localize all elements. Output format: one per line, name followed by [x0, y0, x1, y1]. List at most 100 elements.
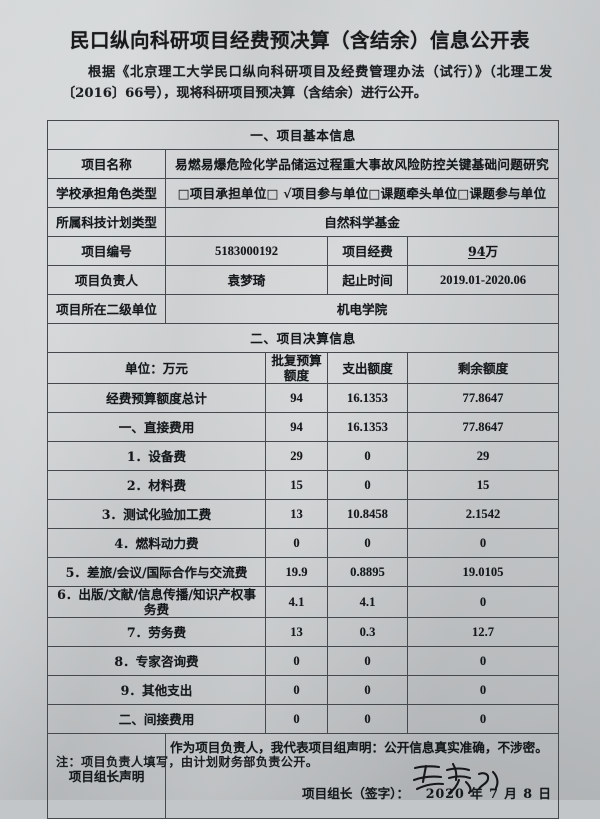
column-header-spent: 支出额度	[327, 352, 408, 384]
budget-spent: 0.8895	[327, 557, 408, 587]
budget-row: 二、间接费用 0 0 0	[47, 704, 560, 734]
budget-row-label: 8．专家咨询费	[47, 646, 266, 676]
column-header-remaining: 剩余额度	[406, 352, 560, 384]
budget-row-label: 9．其他支出	[47, 675, 266, 705]
budget-spent: 0	[327, 441, 408, 471]
budget-row-label: 经费预算额度总计	[47, 383, 266, 413]
budget-row: 7．劳务费 13 0.3 12.7	[47, 617, 560, 647]
dept-label: 项目所在二级单位	[47, 294, 166, 324]
budget-row: 经费预算额度总计 94 16.1353 77.8647	[47, 383, 560, 413]
budget-row: 6．出版/文献/信息传播/知识产权事务费 4.1 4.1 0	[47, 586, 560, 618]
budget-row: 1．设备费 29 0 29	[47, 441, 560, 471]
budget-spent: 0	[327, 470, 408, 500]
budget-remaining: 77.8647	[406, 383, 560, 413]
budget-row: 9．其他支出 0 0 0	[47, 675, 560, 705]
budget-row: 8．专家咨询费 0 0 0	[47, 646, 560, 676]
budget-row-label: 3．测试化验加工费	[47, 499, 266, 529]
project-no-label: 项目编号	[47, 236, 166, 266]
budget-spent: 10.8458	[327, 499, 408, 529]
budget-row-label: 5．差旅/会议/国际合作与交流费	[47, 557, 266, 587]
period-value: 2019.01-2020.06	[406, 265, 560, 295]
page-title: 民口纵向科研项目经费预决算（含结余）信息公开表	[69, 29, 530, 52]
table-header-row: 单位：万元 批复预算额度 支出额度 剩余额度	[47, 352, 560, 384]
budget-row-label: 1．设备费	[47, 441, 266, 471]
project-no-value: 5183000192	[165, 236, 328, 266]
section-header-row: 一、项目基本信息	[46, 120, 560, 150]
budget-remaining: 0	[406, 646, 560, 676]
budget-spent: 16.1353	[327, 412, 408, 442]
budget-approved: 13	[265, 617, 328, 647]
budget-approved: 0	[265, 675, 328, 705]
budget-approved: 0	[265, 646, 328, 676]
budget-approved: 94	[265, 412, 328, 442]
budget-remaining: 0	[406, 675, 560, 705]
budget-approved: 19.9	[265, 557, 328, 587]
role-label: 学校承担角色类型	[47, 178, 166, 208]
disclosure-table: 一、项目基本信息 项目名称 易燃易爆危险化学品储运过程重大事故风险防控关键基础问…	[46, 120, 560, 819]
budget-remaining: 29	[406, 441, 560, 471]
budget-remaining: 0	[406, 586, 560, 618]
role-checkbox-group[interactable]: □项目承担单位□ √项目参与单位□课题牵头单位□课题参与单位	[164, 178, 560, 208]
budget-row-label: 7．劳务费	[47, 617, 266, 647]
budget-remaining: 12.7	[406, 617, 560, 647]
funding-amount: 94	[467, 243, 486, 259]
section2-heading: 二、项目决算信息	[46, 323, 560, 353]
table-row: 学校承担角色类型 □项目承担单位□ √项目参与单位□课题牵头单位□课题参与单位	[47, 178, 560, 208]
leader-value: 袁梦琦	[165, 265, 328, 295]
budget-row-label: 一、直接费用	[47, 412, 266, 442]
budget-approved: 94	[265, 383, 328, 413]
plan-type-value: 自然科学基金	[164, 207, 560, 237]
document-sheet: 民口纵向科研项目经费预决算（含结余）信息公开表 根据《北京理工大学民口纵向科研项…	[46, 29, 560, 819]
intro-paragraph: 根据《北京理工大学民口纵向科研项目及经费管理办法（试行）》（北理工发〔2016〕…	[62, 65, 552, 101]
dept-value: 机电学院	[164, 294, 560, 324]
declaration-row: 项目组长声明 作为项目负责人，我代表项目组声明：公开信息真实准确，不涉密。 项目…	[47, 733, 560, 819]
section1-heading: 一、项目基本信息	[46, 120, 560, 150]
budget-row: 3．测试化验加工费 13 10.8458 2.1542	[47, 499, 560, 529]
budget-row-label: 2．材料费	[47, 470, 266, 500]
budget-remaining: 2.1542	[406, 499, 560, 529]
budget-row: 一、直接费用 94 16.1353 77.8647	[47, 412, 560, 442]
funding-value: 94万	[406, 236, 560, 266]
table-row: 项目名称 易燃易爆危险化学品储运过程重大事故风险防控关键基础问题研究	[47, 149, 560, 179]
budget-row: 5．差旅/会议/国际合作与交流费 19.9 0.8895 19.0105	[47, 557, 560, 587]
budget-remaining: 0	[406, 704, 560, 734]
period-label: 起止时间	[327, 265, 408, 295]
budget-spent: 0	[327, 675, 408, 705]
budget-approved: 29	[265, 441, 328, 471]
budget-row-label: 二、间接费用	[47, 704, 266, 734]
budget-spent: 4.1	[327, 586, 408, 618]
budget-spent: 0.3	[327, 617, 408, 647]
column-header-unit: 单位：万元	[47, 352, 266, 384]
budget-row: 2．材料费 15 0 15	[47, 470, 560, 500]
budget-approved: 13	[265, 499, 328, 529]
budget-remaining: 15	[406, 470, 560, 500]
budget-approved: 0	[265, 528, 328, 558]
column-header-approved: 批复预算额度	[265, 352, 328, 384]
table-row: 项目编号 5183000192 项目经费 94万	[47, 236, 560, 266]
budget-spent: 0	[327, 704, 408, 734]
signature-label: 项目组长（签字）：	[302, 786, 410, 801]
funding-label: 项目经费	[327, 236, 408, 266]
table-row: 所属科技计划类型 自然科学基金	[47, 207, 560, 237]
table-row: 项目负责人 袁梦琦 起止时间 2019.01-2020.06	[47, 265, 560, 295]
budget-spent: 16.1353	[327, 383, 408, 413]
budget-row-label: 4．燃料动力费	[47, 528, 266, 558]
declaration-label: 项目组长声明	[47, 733, 166, 819]
table-row: 项目所在二级单位 机电学院	[47, 294, 560, 324]
footer-note: 注：项目负责人填写，由计划财务部负责公开。	[56, 755, 319, 769]
budget-remaining: 0	[406, 528, 560, 558]
declaration-text: 作为项目负责人，我代表项目组声明：公开信息真实准确，不涉密。	[170, 740, 548, 755]
budget-approved: 0	[265, 704, 328, 734]
budget-row: 4．燃料动力费 0 0 0	[47, 528, 560, 558]
section-header-row: 二、项目决算信息	[46, 323, 560, 353]
budget-approved: 4.1	[265, 586, 328, 618]
budget-row-label: 6．出版/文献/信息传播/知识产权事务费	[47, 586, 266, 618]
leader-label: 项目负责人	[47, 265, 166, 295]
budget-spent: 0	[327, 528, 408, 558]
plan-type-label: 所属科技计划类型	[47, 207, 166, 237]
budget-remaining: 77.8647	[406, 412, 560, 442]
funding-unit: 万	[485, 243, 499, 259]
declaration-body: 作为项目负责人，我代表项目组声明：公开信息真实准确，不涉密。 项目组长（签字）：	[164, 733, 560, 819]
project-name-value: 易燃易爆危险化学品储运过程重大事故风险防控关键基础问题研究	[164, 149, 560, 179]
budget-approved: 15	[265, 470, 328, 500]
